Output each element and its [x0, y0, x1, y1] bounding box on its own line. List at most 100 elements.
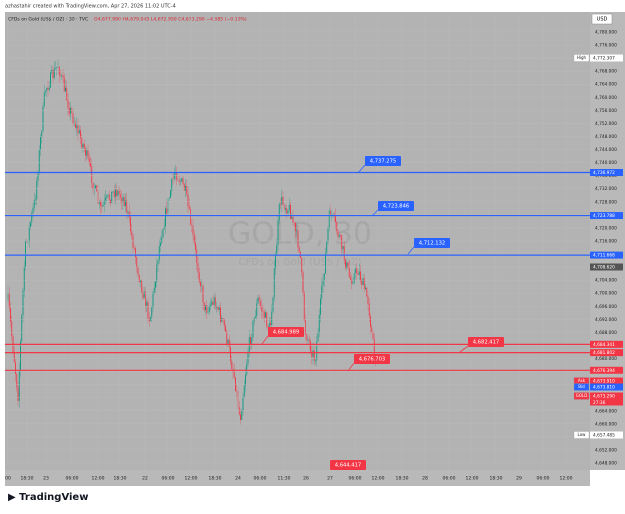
callout-text: 4,644.417	[335, 463, 361, 469]
candle-body	[257, 297, 259, 304]
candle-body	[267, 326, 269, 328]
callout-text: 4,684.989	[273, 330, 299, 336]
candle-body	[208, 306, 210, 313]
candle-body	[116, 189, 118, 196]
candle-body	[42, 106, 44, 132]
level-badge	[590, 168, 623, 176]
candle-body	[355, 268, 356, 274]
badge-tag	[573, 383, 590, 391]
candle-body	[127, 211, 129, 213]
candle-body	[151, 307, 153, 318]
price-label: 4,688.000	[595, 330, 617, 336]
candle-body	[30, 222, 31, 227]
candle-body	[106, 195, 108, 198]
candle-body	[192, 225, 194, 235]
candle-body	[247, 351, 249, 364]
candle-body	[212, 301, 214, 305]
candle-body	[292, 216, 294, 223]
candle-body	[60, 75, 61, 76]
callout-box	[330, 460, 366, 470]
candle-body	[98, 201, 100, 204]
price-label: 4,660.000	[595, 421, 617, 427]
price-badge	[590, 392, 623, 400]
time-label: 06:00	[254, 476, 267, 482]
candle-body	[165, 208, 166, 227]
candle-body	[362, 278, 364, 286]
candle-body	[103, 200, 105, 205]
callout-text: 4,723.846	[383, 204, 409, 210]
candle-body	[113, 191, 115, 197]
candle-body	[356, 268, 358, 274]
candle-body	[61, 75, 63, 76]
candle-body	[168, 197, 170, 199]
price-label: 4,664.000	[595, 408, 617, 414]
currency[interactable]: USD	[597, 17, 608, 23]
candle-body	[17, 387, 19, 401]
callout-pointer	[459, 345, 469, 353]
price-label: 4,700.000	[595, 291, 617, 297]
candle-body	[155, 281, 156, 288]
callout-text: 4,682.417	[473, 340, 499, 346]
level-label: 4,684.341	[593, 342, 615, 348]
price-label: 4,716.000	[595, 238, 617, 244]
candle-body	[373, 339, 375, 358]
candle-body	[37, 173, 39, 181]
candle-body	[283, 204, 285, 210]
candle-body	[320, 298, 321, 315]
badge-price: 4,673.910	[593, 379, 615, 385]
candle-body	[230, 347, 231, 362]
price-badge	[590, 263, 623, 271]
badge-tag-text: Bid	[578, 384, 585, 389]
price-badge	[590, 431, 623, 439]
candle-body	[295, 222, 296, 232]
candle-body	[33, 200, 35, 208]
candle-body	[290, 204, 291, 219]
time-label: 29	[516, 476, 522, 482]
candle-body	[131, 231, 133, 236]
candle-body	[278, 203, 280, 221]
badge-tag-text: GOLD	[576, 393, 588, 398]
candle-body	[41, 131, 43, 138]
candle-body	[277, 220, 279, 246]
candle-body	[57, 66, 59, 68]
candle-body	[328, 210, 330, 229]
time-label: 12:00	[92, 476, 105, 482]
time-label: 18:30	[114, 476, 127, 482]
price-label: 4,680.000	[595, 356, 617, 362]
badge-price: 4,673.290	[593, 394, 615, 400]
candle-body	[231, 361, 233, 369]
candle-body	[95, 185, 96, 189]
candle-body	[115, 189, 116, 197]
candle-body	[202, 285, 204, 303]
candle-body	[143, 291, 145, 299]
candle-body	[82, 143, 84, 148]
candle-body	[241, 411, 243, 420]
price-label: 4,776.000	[595, 43, 617, 49]
candle-body	[261, 306, 263, 312]
candle-body	[112, 191, 114, 192]
price-label: 4,720.000	[595, 225, 617, 231]
candle-body	[271, 311, 273, 326]
candle-body	[28, 226, 30, 241]
candle-body	[255, 316, 256, 318]
candle-body	[70, 107, 71, 114]
candle-body	[110, 199, 111, 203]
time-label: 18:30	[21, 476, 34, 482]
candle-body	[272, 297, 274, 312]
candle-body	[312, 350, 314, 357]
candle-body	[170, 190, 171, 198]
candle-body	[21, 314, 23, 342]
badge-tag	[573, 431, 590, 439]
candle-body	[132, 235, 134, 248]
candle-body	[15, 362, 16, 374]
candle-body	[318, 314, 320, 333]
candle-body	[92, 182, 94, 189]
candle-body	[215, 297, 216, 308]
level-badge	[590, 251, 623, 259]
currency-button[interactable]	[591, 13, 613, 25]
callout-pointer	[347, 362, 355, 372]
callout-box	[365, 156, 401, 166]
price-label: 4,728.000	[595, 199, 617, 205]
candle-body	[76, 125, 78, 128]
